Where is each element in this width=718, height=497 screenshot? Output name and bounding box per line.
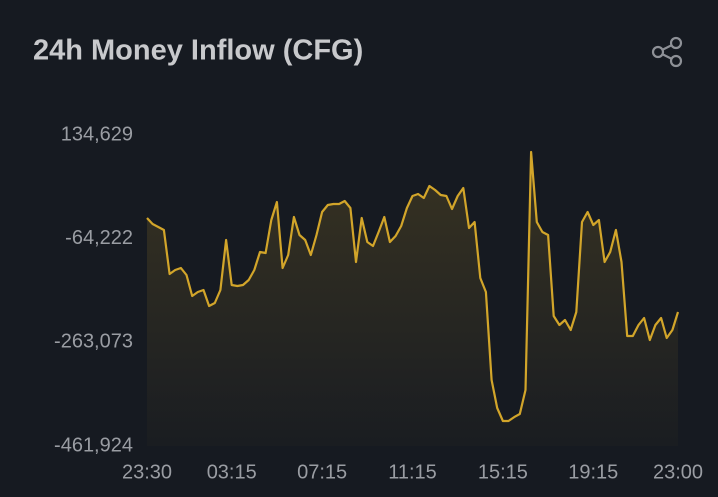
y-tick-label: 134,629 — [61, 123, 133, 145]
y-tick-label: -263,073 — [54, 331, 133, 353]
y-tick-label: -461,924 — [54, 434, 133, 456]
inflow-line — [146, 150, 680, 423]
x-tick-label: 23:30 — [122, 461, 172, 483]
y-tick-label: -64,222 — [65, 227, 133, 249]
area-fill — [147, 152, 678, 446]
x-tick-label: 11:15 — [388, 461, 437, 483]
x-tick-label: 19:15 — [568, 461, 618, 483]
x-tick-label: 07:15 — [297, 461, 347, 483]
share-button[interactable] — [651, 36, 683, 68]
x-tick-label: 23:00 — [653, 461, 703, 483]
x-tick-label: 15:15 — [478, 461, 528, 483]
chart-title: 24h Money Inflow (CFG) — [33, 35, 363, 67]
x-tick-label: 03:15 — [207, 461, 257, 483]
